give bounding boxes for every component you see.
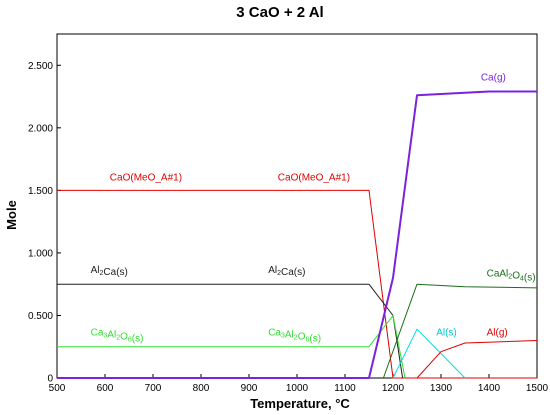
x-tick-label: 500 <box>49 383 66 394</box>
x-tick-label: 900 <box>241 383 258 394</box>
x-tick-label: 1200 <box>382 383 405 394</box>
x-tick-label: 1300 <box>430 383 453 394</box>
y-tick-label: 0 <box>47 374 53 385</box>
plot-frame <box>56 33 538 379</box>
x-tick-label: 600 <box>97 383 114 394</box>
series-label: CaAl2O4(s) <box>487 269 536 284</box>
series-label: Ca(g) <box>481 72 506 83</box>
x-tick-label: 800 <box>193 383 210 394</box>
series-layer <box>57 90 538 379</box>
series-line-al-s <box>392 328 466 379</box>
x-tick-label: 700 <box>145 383 162 394</box>
series-label: Ca3Al2O6(s) <box>268 327 321 344</box>
y-axis-title: Mole <box>4 200 19 230</box>
series-line-caal2o4-s <box>382 283 538 379</box>
x-tick-label: 1500 <box>526 383 549 394</box>
y-tick-label: 1.000 <box>28 248 53 259</box>
series-label: Al2Ca(s) <box>91 265 128 278</box>
axis-ticks: 500 600 700 800 900 1000 1100 1200 1300 1400 1500 0… <box>28 61 549 394</box>
series-label: CaO(MeO_A#1) <box>278 172 350 183</box>
series-label: Al(s) <box>436 327 457 338</box>
series-line-al2ca-s <box>57 283 404 379</box>
series-line-ca-g <box>57 90 537 379</box>
series-labels: CaO(MeO_A#1) CaO(MeO_A#1) Al2Ca(s) Al2Ca(s)… <box>91 72 536 344</box>
series-label: Al2Ca(s) <box>268 265 305 278</box>
x-tick-label: 1100 <box>334 383 356 394</box>
series-label: Al(g) <box>487 327 508 338</box>
chart-title: 3 CaO + 2 Al <box>236 4 323 21</box>
x-axis-title: Temperature, °C <box>250 396 350 411</box>
series-label: CaO(MeO_A#1) <box>110 172 182 183</box>
x-tick-label: 1400 <box>478 383 501 394</box>
y-tick-label: 1.500 <box>28 186 53 197</box>
y-tick-label: 2.000 <box>28 123 53 134</box>
y-tick-label: 2.500 <box>28 61 53 72</box>
series-label: Ca3Al2O6(s) <box>91 327 144 344</box>
series-line-al-g <box>416 340 538 379</box>
x-tick-label: 1000 <box>286 383 309 394</box>
y-tick-label: 0.500 <box>28 311 53 322</box>
